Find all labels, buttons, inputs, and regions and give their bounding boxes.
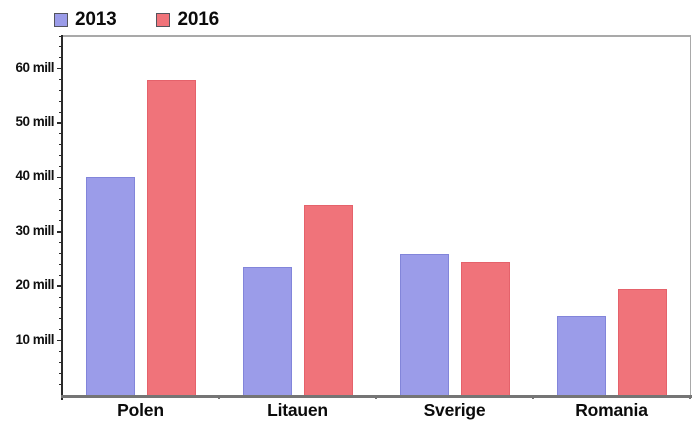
y-axis-minor-tick	[59, 100, 62, 102]
legend-label: 2016	[177, 9, 219, 30]
y-axis-minor-tick	[59, 372, 62, 374]
legend-swatch-2016	[156, 13, 171, 27]
bar-sverige-2013	[400, 253, 449, 395]
y-axis-major-tick	[57, 285, 62, 287]
y-axis-major-tick	[57, 67, 62, 70]
chart-legend: 2013 2016	[54, 9, 219, 31]
y-axis-minor-tick	[59, 155, 62, 157]
bar-litauen-2016	[304, 204, 353, 395]
y-axis-minor-tick	[59, 253, 62, 255]
y-axis-minor-tick	[59, 383, 62, 385]
y-axis-minor-tick	[59, 133, 62, 135]
x-axis-category-label: Sverige	[423, 400, 486, 420]
legend-swatch-2013	[54, 13, 68, 27]
x-axis-tick	[689, 395, 691, 399]
x-axis-category-label: Romania	[575, 400, 648, 420]
bar-romania-2013	[557, 316, 606, 395]
y-axis-minor-tick	[59, 89, 62, 91]
x-axis-category-label: Litauen	[267, 400, 328, 420]
y-axis-minor-tick	[59, 318, 62, 320]
x-axis-tick	[375, 395, 377, 399]
y-axis-minor-tick	[59, 263, 62, 265]
y-axis-minor-tick	[59, 144, 62, 146]
plot-frame-right	[689, 35, 691, 397]
legend-item-2013: 2013	[54, 9, 117, 31]
y-axis-tick-label: 30 mill	[15, 222, 54, 238]
y-axis-major-tick	[57, 339, 62, 342]
y-axis-major-tick	[57, 176, 62, 179]
y-axis-minor-tick	[59, 187, 62, 189]
bar-polen-2016	[147, 79, 196, 395]
y-axis-minor-tick	[59, 274, 62, 276]
y-axis-minor-tick	[59, 57, 62, 59]
y-axis-minor-tick	[59, 79, 62, 81]
y-axis-minor-tick	[59, 209, 62, 211]
y-axis-minor-tick	[59, 111, 62, 113]
x-axis-tick	[532, 395, 534, 399]
y-axis-minor-tick	[59, 296, 62, 298]
y-axis-minor-tick	[59, 242, 62, 244]
legend-item-2016: 2016	[156, 9, 219, 31]
y-axis-minor-tick	[59, 350, 62, 352]
y-axis-minor-tick	[59, 166, 62, 168]
x-axis-tick	[218, 395, 220, 399]
y-axis-tick-label: 20 mill	[15, 277, 54, 293]
y-axis-minor-tick	[59, 46, 62, 48]
y-axis-minor-tick	[59, 198, 62, 200]
y-axis-major-tick	[57, 231, 62, 233]
y-axis-line	[61, 35, 63, 400]
legend-label: 2013	[75, 9, 117, 30]
y-axis-tick-label: 60 mill	[15, 59, 54, 75]
y-axis-major-tick	[57, 122, 62, 124]
y-axis-tick-label: 10 mill	[15, 331, 54, 347]
bar-romania-2016	[618, 288, 667, 395]
y-axis-tick-label: 40 mill	[15, 168, 54, 184]
bar-polen-2013	[86, 177, 135, 395]
x-axis-category-label: Polen	[117, 400, 164, 420]
y-axis-minor-tick	[59, 307, 62, 309]
plot-frame-top	[62, 35, 691, 37]
bar-sverige-2016	[461, 261, 510, 395]
y-axis-minor-tick	[59, 220, 62, 222]
y-axis-minor-tick	[59, 329, 62, 331]
bar-litauen-2013	[243, 267, 292, 395]
y-axis-minor-tick	[59, 35, 62, 37]
y-axis-tick-label: 50 mill	[15, 114, 54, 130]
y-axis-minor-tick	[59, 361, 62, 363]
